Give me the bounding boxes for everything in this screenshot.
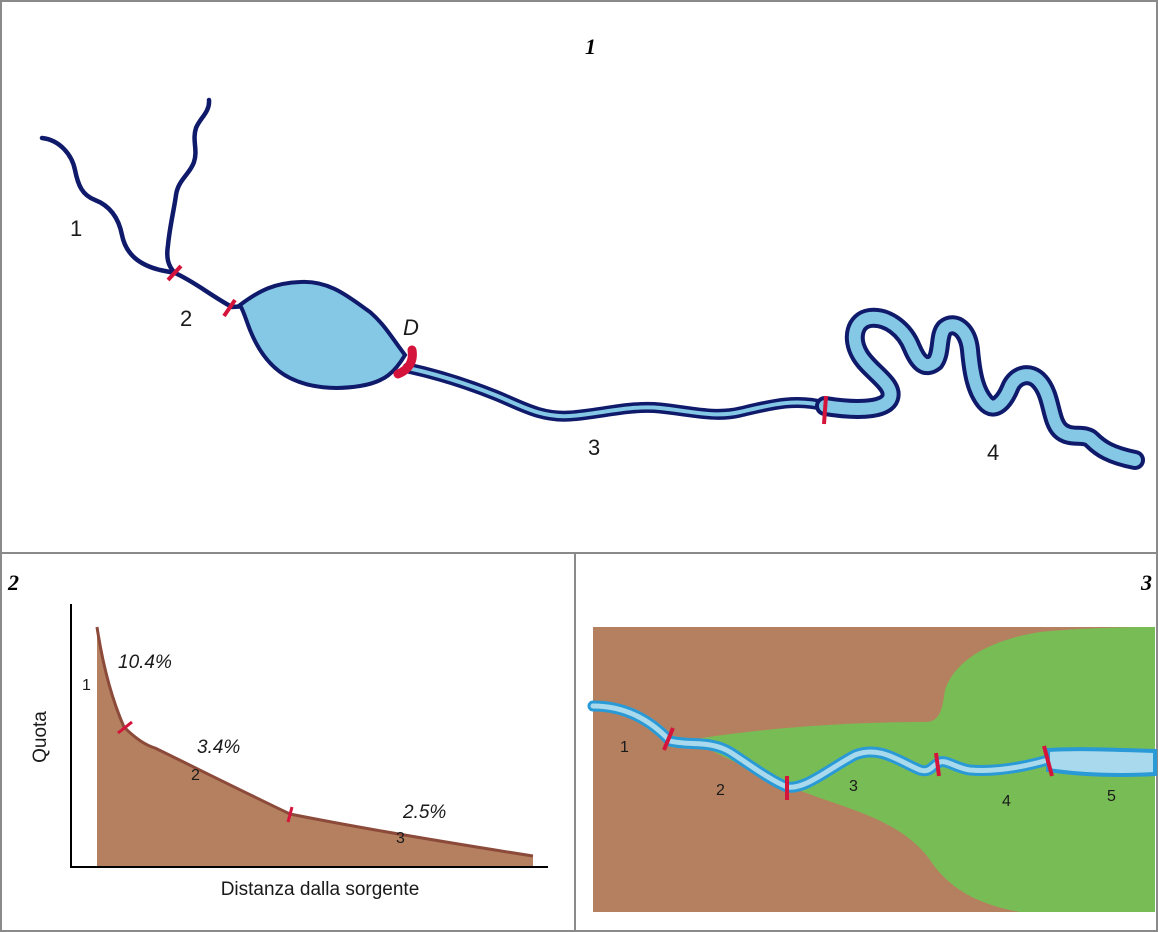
panel-number: 3	[1140, 570, 1152, 595]
panel-valley: 3 1 2 3 4 5	[587, 570, 1157, 912]
dam-label: D	[403, 315, 419, 340]
segment-label: 4	[1002, 793, 1011, 810]
channel-segment-2	[172, 270, 251, 310]
segment-label: 3	[588, 435, 600, 460]
panel-number: 1	[585, 34, 596, 59]
tributary-right	[165, 97, 212, 276]
boundary-marker	[822, 395, 828, 425]
river-channel-wide	[1046, 747, 1157, 777]
segment-label: 1	[620, 739, 629, 756]
slope-label: 3.4%	[197, 737, 240, 758]
boundary-marker	[934, 752, 941, 777]
segment-label: 5	[1107, 788, 1116, 805]
segment-label: 3	[396, 830, 405, 847]
panel-plan-view: 1 1 2 3 4 D	[39, 34, 1145, 470]
segment-label: 1	[70, 216, 82, 241]
break-marker	[286, 806, 294, 823]
boundary-marker	[1042, 745, 1054, 777]
profile-area	[97, 627, 533, 866]
profile-line	[95, 626, 534, 858]
slope-label: 2.5%	[402, 802, 446, 823]
segment-label: 2	[716, 782, 725, 799]
reservoir	[237, 279, 408, 390]
panel-profile: 2 1 2 3 10.4% 3.4% 2.5% Quota Distanza d…	[7, 570, 548, 900]
panel-number: 2	[7, 570, 19, 595]
tributary-left	[39, 135, 178, 276]
slope-label: 10.4%	[118, 652, 172, 673]
segment-label: 4	[987, 440, 999, 465]
channel-segment-4-water	[819, 311, 1141, 466]
river-channel-water	[590, 703, 1051, 790]
boundary-marker	[662, 727, 675, 751]
boundary-marker	[166, 264, 183, 282]
break-marker	[117, 720, 133, 735]
channel-segment-3-water	[406, 366, 852, 419]
boundary-marker	[222, 298, 237, 318]
segment-label: 2	[191, 767, 200, 784]
segment-label: 3	[849, 778, 858, 795]
y-axis-label: Quota	[30, 711, 51, 763]
segment-label: 2	[180, 306, 192, 331]
segment-label: 1	[82, 677, 91, 694]
x-axis-label: Distanza dalla sorgente	[221, 879, 420, 900]
dam-marker	[393, 345, 417, 379]
